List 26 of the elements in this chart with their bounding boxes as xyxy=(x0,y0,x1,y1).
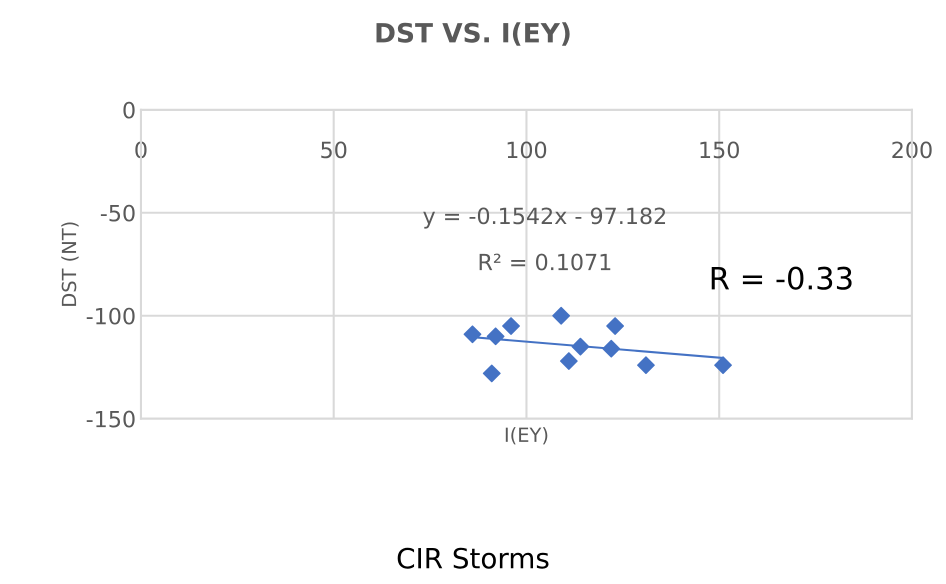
x-tick-label: 200 xyxy=(892,141,932,158)
point xyxy=(482,364,501,382)
y-tick-label: -150 xyxy=(86,410,135,428)
annotation: R = -0.33 xyxy=(712,266,852,290)
x-axis-title: I(EY) xyxy=(506,427,548,444)
x-tick-label: 50 xyxy=(321,141,346,158)
y-axis-title: DST (NT) xyxy=(61,222,79,306)
text: CIR Storms xyxy=(398,548,548,569)
point xyxy=(606,317,624,335)
x-tick-label: 150 xyxy=(700,141,739,158)
annotation: R² = 0.1071 xyxy=(480,254,610,270)
y-tick-label: -100 xyxy=(86,308,135,325)
y-tick-label: 0 xyxy=(123,102,135,119)
chart-title: DST VS. I(EY) xyxy=(376,22,570,46)
point xyxy=(464,325,482,344)
point xyxy=(560,352,578,370)
point xyxy=(602,340,620,358)
point xyxy=(486,327,505,346)
point xyxy=(637,356,655,374)
point xyxy=(502,317,520,335)
y-tick-label: -50 xyxy=(100,204,135,222)
point xyxy=(714,356,732,374)
x-tick-label: 100 xyxy=(508,141,546,158)
point xyxy=(572,338,590,356)
annotation: y = -0.1542x - 97.182 xyxy=(423,207,666,229)
point xyxy=(552,306,570,325)
